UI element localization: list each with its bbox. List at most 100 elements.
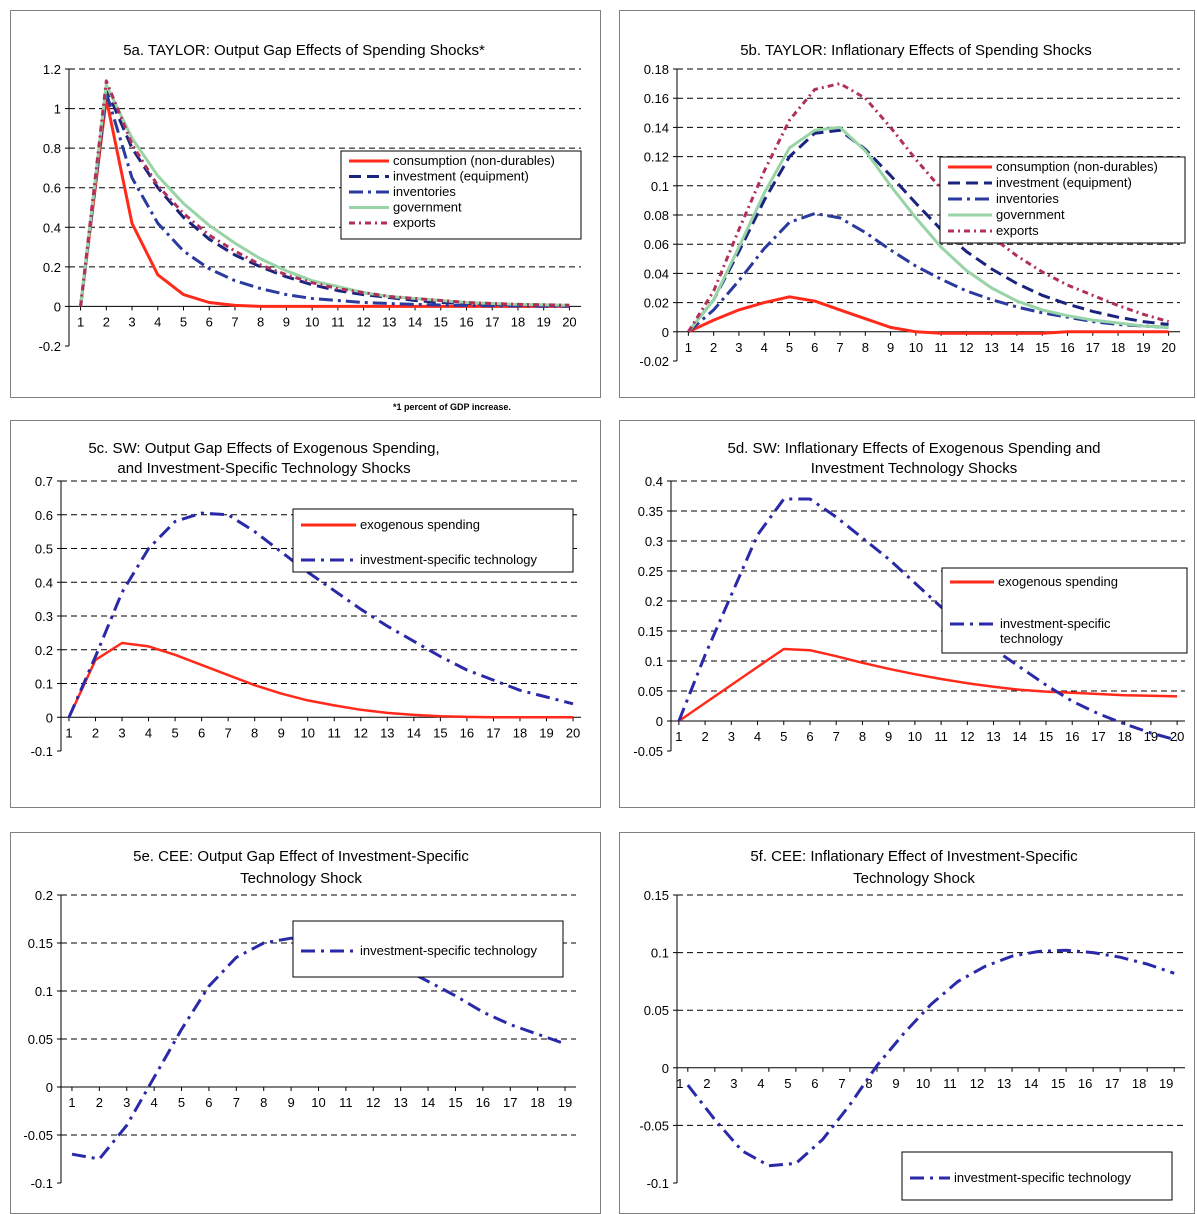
y-tick-label: -0.1	[647, 1176, 669, 1191]
x-tick-label: 2	[96, 1095, 103, 1110]
legend-label: investment-specific technology	[360, 943, 538, 958]
x-tick-label: 8	[260, 1095, 267, 1110]
x-tick-label: 17	[503, 1095, 517, 1110]
chart-title: Technology Shock	[853, 870, 975, 887]
x-tick-label: 2	[710, 340, 717, 355]
chart-title: Technology Shock	[240, 870, 362, 887]
legend-label: consumption (non-durables)	[393, 153, 555, 168]
y-tick-label: 0.6	[35, 508, 53, 523]
legend-label: government	[393, 200, 462, 215]
y-tick-label: -0.05	[639, 1118, 669, 1133]
x-tick-label: 4	[757, 1076, 764, 1091]
legend-label: exports	[996, 223, 1039, 238]
x-tick-label: 7	[838, 1076, 845, 1091]
legend-label: exports	[393, 215, 436, 230]
y-tick-label: 0.04	[644, 266, 669, 281]
x-tick-label: 5	[178, 1095, 185, 1110]
x-tick-label: 18	[530, 1095, 544, 1110]
x-tick-label: 13	[984, 340, 998, 355]
x-tick-label: 1	[676, 1076, 683, 1091]
series-line	[79, 79, 570, 307]
x-tick-label: 13	[986, 729, 1000, 744]
y-tick-label: -0.05	[23, 1128, 53, 1143]
x-tick-label: 20	[1170, 729, 1184, 744]
chart-svg-5c: 5c. SW: Output Gap Effects of Exogenous …	[31, 440, 581, 759]
y-tick-label: -0.2	[39, 339, 61, 354]
chart-title: 5b. TAYLOR: Inflationary Effects of Spen…	[740, 42, 1092, 59]
x-tick-label: 8	[257, 314, 264, 329]
x-tick-label: 17	[1105, 1076, 1119, 1091]
y-tick-label: 1.2	[43, 62, 61, 77]
x-tick-label: 10	[305, 314, 319, 329]
x-tick-label: 19	[539, 725, 553, 740]
y-tick-label: -0.1	[31, 1176, 53, 1191]
y-tick-label: 0.5	[35, 542, 53, 557]
y-tick-label: 0.1	[651, 946, 669, 961]
chart-panel-5c: 5c. SW: Output Gap Effects of Exogenous …	[10, 420, 601, 808]
x-tick-label: 6	[205, 1095, 212, 1110]
x-tick-label: 3	[128, 314, 135, 329]
x-tick-label: 18	[511, 314, 525, 329]
series-line	[687, 125, 1169, 333]
x-tick-label: 2	[701, 729, 708, 744]
x-tick-label: 16	[1060, 340, 1074, 355]
x-tick-label: 16	[1078, 1076, 1092, 1091]
x-tick-label: 11	[331, 314, 345, 329]
x-tick-label: 18	[1132, 1076, 1146, 1091]
x-tick-label: 2	[92, 725, 99, 740]
y-tick-label: 0.2	[43, 260, 61, 275]
x-tick-label: 14	[1010, 340, 1024, 355]
x-tick-label: 17	[1086, 340, 1100, 355]
x-tick-label: 13	[393, 1095, 407, 1110]
x-tick-label: 8	[865, 1076, 872, 1091]
y-tick-label: -0.02	[639, 354, 669, 369]
chart-title: and Investment-Specific Technology Shock…	[117, 460, 410, 477]
legend-label: inventories	[393, 184, 456, 199]
series-line	[79, 91, 570, 308]
x-tick-label: 10	[909, 340, 923, 355]
legend-label: investment (equipment)	[996, 175, 1132, 190]
x-tick-label: 7	[833, 729, 840, 744]
x-tick-label: 13	[380, 725, 394, 740]
y-tick-label: 0.1	[35, 677, 53, 692]
x-tick-label: 4	[754, 729, 761, 744]
chart-svg-5d: 5d. SW: Inflationary Effects of Exogenou…	[633, 440, 1188, 759]
legend-label: exogenous spending	[360, 517, 480, 532]
series-line	[687, 82, 1170, 333]
series-line	[687, 295, 1169, 335]
x-tick-label: 15	[1039, 729, 1053, 744]
x-tick-label: 15	[434, 314, 448, 329]
x-tick-label: 19	[558, 1095, 572, 1110]
x-tick-label: 12	[354, 725, 368, 740]
legend-box	[292, 920, 564, 978]
x-tick-label: 4	[154, 314, 161, 329]
y-tick-label: 0.1	[35, 984, 53, 999]
x-tick-label: 10	[311, 1095, 325, 1110]
x-tick-label: 9	[283, 314, 290, 329]
x-tick-label: 10	[916, 1076, 930, 1091]
x-tick-label: 12	[366, 1095, 380, 1110]
x-tick-label: 16	[476, 1095, 490, 1110]
legend-label: investment-specific	[1000, 616, 1111, 631]
x-tick-label: 9	[887, 340, 894, 355]
x-tick-label: 3	[735, 340, 742, 355]
x-tick-label: 16	[459, 314, 473, 329]
chart-panel-5a: 5a. TAYLOR: Output Gap Effects of Spendi…	[10, 10, 601, 398]
chart-title: 5c. SW: Output Gap Effects of Exogenous …	[88, 440, 439, 457]
x-tick-label: 7	[231, 314, 238, 329]
x-tick-label: 4	[145, 725, 152, 740]
x-tick-label: 1	[68, 1095, 75, 1110]
x-tick-label: 6	[811, 340, 818, 355]
y-tick-label: 0.25	[638, 564, 663, 579]
y-tick-label: 0.2	[35, 888, 53, 903]
y-tick-label: 0.1	[651, 179, 669, 194]
x-tick-label: 11	[339, 1095, 353, 1110]
y-tick-label: 0	[662, 1061, 669, 1076]
x-tick-label: 2	[103, 314, 110, 329]
x-tick-label: 19	[1144, 729, 1158, 744]
x-tick-label: 6	[811, 1076, 818, 1091]
x-tick-label: 16	[1065, 729, 1079, 744]
y-tick-label: 0.2	[645, 594, 663, 609]
x-tick-label: 5	[784, 1076, 791, 1091]
y-tick-label: 0.2	[35, 643, 53, 658]
